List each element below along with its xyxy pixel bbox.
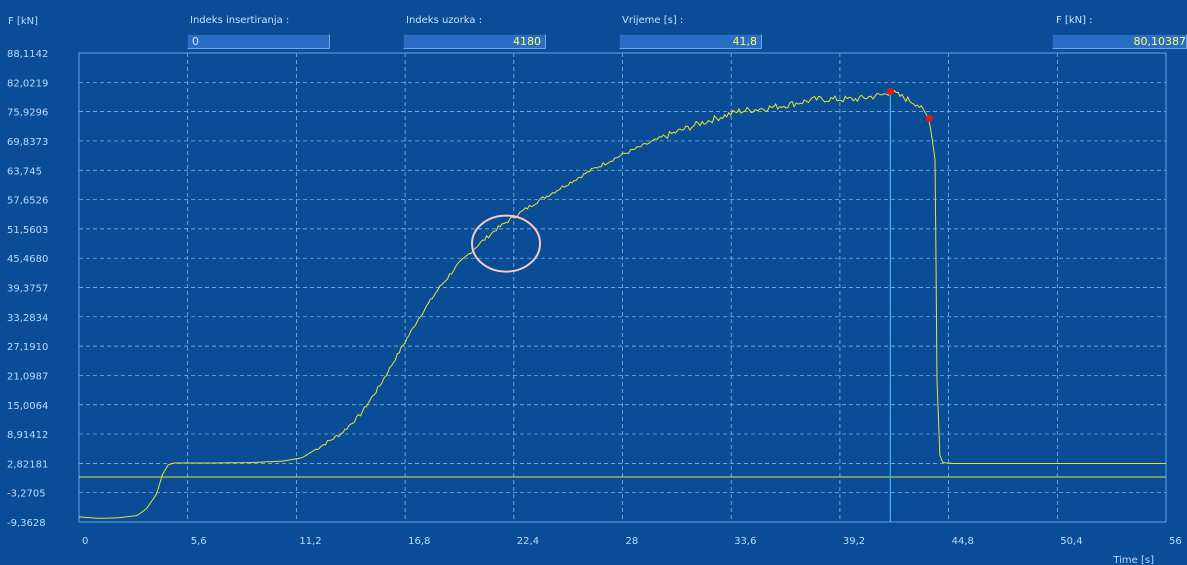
x-tick-label: 0 [82,536,88,547]
x-tick-label: 28 [626,536,639,547]
time-label: Vrijeme [s] : [622,15,684,26]
x-tick-label: 56 [1169,536,1182,547]
y-tick-label: 2,82181 [7,459,48,470]
x-tick-label: 33,6 [734,536,756,547]
y-tick-label: 8,91412 [7,430,48,441]
y-tick-label: 45,4680 [7,254,48,265]
x-axis-label: Time [s] [1112,555,1154,565]
insertion-index-field[interactable]: 0 [187,34,330,49]
y-tick-label: 21,0987 [7,371,48,382]
force-label: F [kN] : [1056,15,1093,26]
y-axis-title: F [kN] [8,16,39,27]
y-tick-label: -3,2705 [7,489,46,500]
force-curve [78,89,1166,519]
time-field[interactable]: 41,8 [619,34,762,49]
x-tick-label: 11,2 [299,536,321,547]
x-tick-label: 39,2 [843,536,865,547]
y-tick-label: -9,3628 [7,518,46,529]
force-field[interactable]: 80,10387 [1052,34,1187,49]
y-tick-label: 51,5603 [7,225,48,236]
x-tick-labels: 0 5,6 11,2 16,8 22,4 28 33,6 39,2 44,8 50,4 56 [82,536,1182,547]
y-tick-label: 27,1910 [7,342,48,353]
highlight-circle [471,214,542,273]
y-tick-label: 63,745 [7,166,42,177]
y-tick-label: 57,6526 [7,196,48,207]
x-tick-label: 50,4 [1060,536,1082,547]
y-tick-label: 33,2834 [7,313,48,324]
insertion-index-label: Indeks insertiranja : [190,15,290,26]
sample-index-label: Indeks uzorka : [406,15,483,26]
x-tick-label: 22,4 [517,536,539,547]
y-tick-label: 88,1142 [7,49,48,60]
y-tick-label: 69,8373 [7,137,48,148]
x-tick-label: 16,8 [408,536,430,547]
marker-layer [886,88,933,123]
peak-marker [886,88,894,96]
grid-layer [79,53,1166,522]
x-tick-label: 5,6 [191,536,207,547]
y-tick-label: 15,0064 [7,401,48,412]
peak-marker [925,115,933,123]
y-tick-label: 82,0219 [7,78,48,89]
sample-index-field[interactable]: 4180 [403,34,546,49]
plot-frame [78,52,1167,523]
y-tick-label: 75,9296 [7,108,48,119]
y-tick-label: 39,3757 [7,284,48,295]
y-tick-labels: 88,1142 82,0219 75,9296 69,8373 63,745 57,652… [7,49,48,529]
x-tick-label: 44,8 [952,536,974,547]
